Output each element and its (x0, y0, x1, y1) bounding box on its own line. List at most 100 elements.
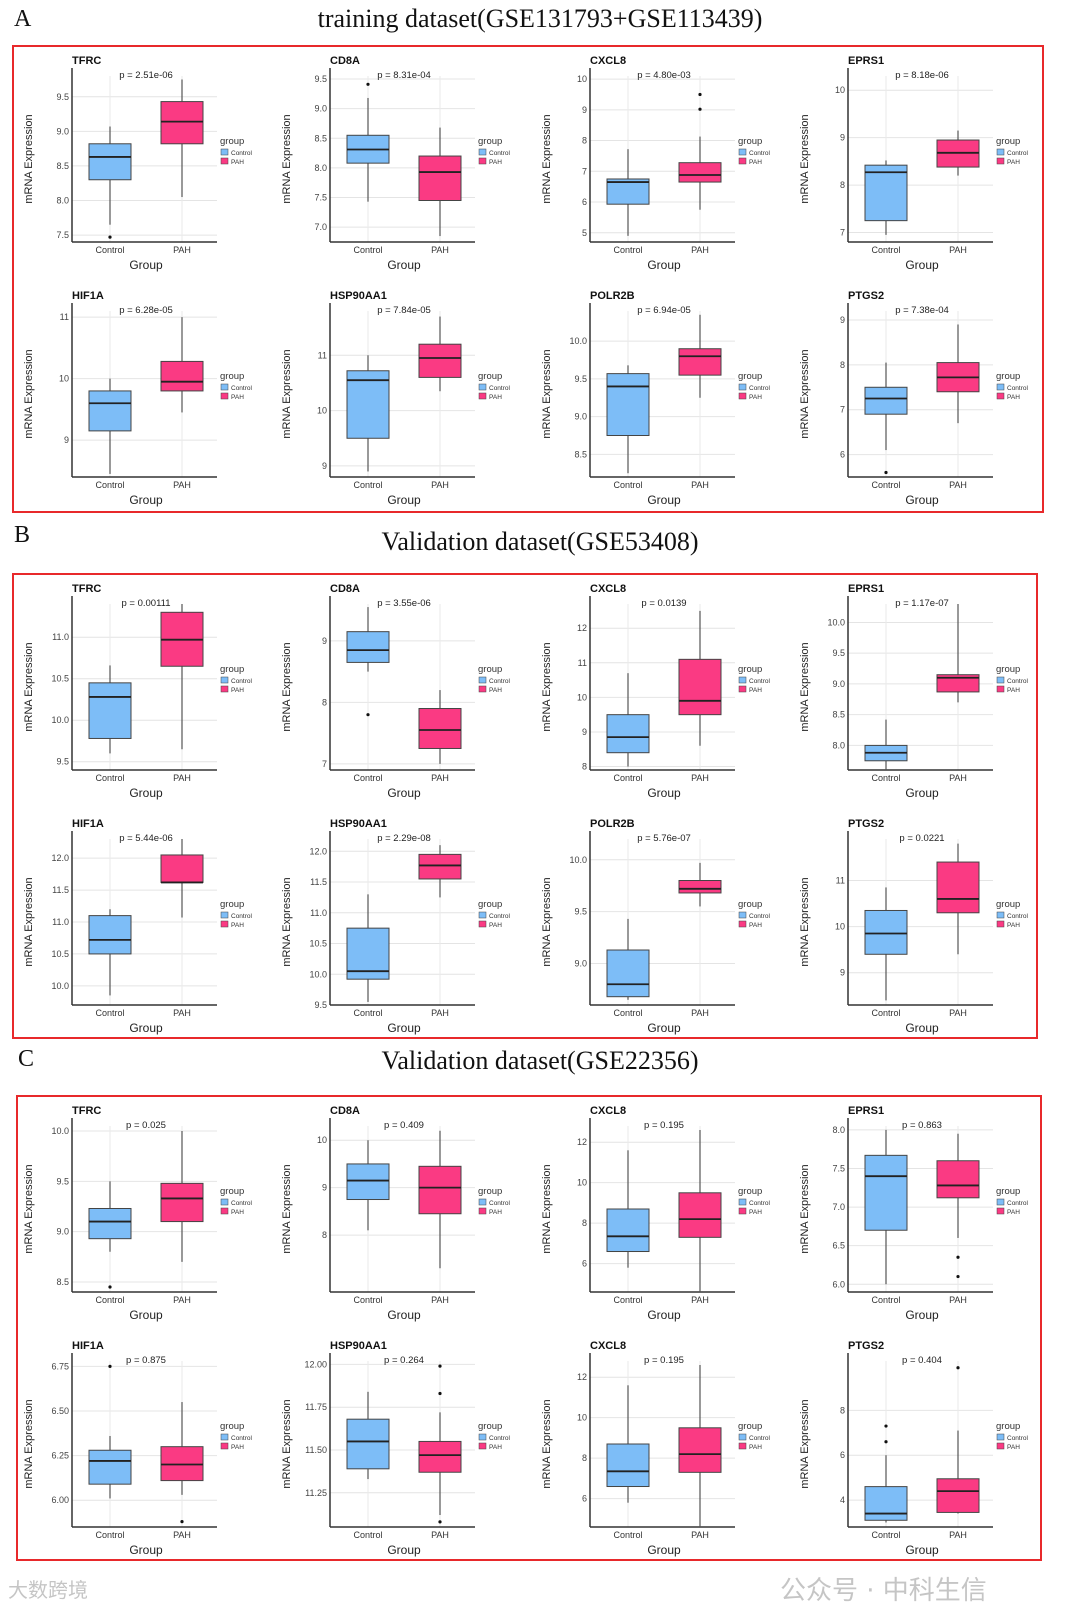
gene-title: EPRS1 (848, 55, 884, 67)
legend: group Control PAH (738, 1421, 771, 1451)
legend-label: PAH (489, 687, 502, 694)
pah-box (418, 1440, 462, 1473)
legend-title: group (738, 136, 762, 147)
x-tick-label: PAH (431, 1530, 449, 1540)
x-tick-label: PAH (173, 773, 191, 783)
section-title: Validation dataset(GSE22356) (381, 1046, 699, 1075)
gene-title: CD8A (330, 1105, 360, 1117)
x-tick-label: PAH (949, 1008, 967, 1018)
y-tick-label: 10.5 (51, 949, 69, 959)
legend-label: Control (1007, 385, 1029, 392)
y-axis-title: mRNA Expression (541, 877, 553, 966)
legend-label: PAH (1007, 394, 1020, 401)
boxplot-hsp90aa1: 9 10 11 Control PAH HSP90AA1 p = 7.84e-05 Group… (281, 290, 511, 507)
legend: group Control PAH (220, 1421, 253, 1451)
x-tick-label: Control (95, 1295, 124, 1305)
legend: group Control PAH (996, 371, 1029, 401)
legend-label: PAH (489, 394, 502, 401)
legend-title: group (996, 899, 1020, 910)
y-tick-label: 12 (577, 1372, 587, 1382)
y-axis-title: mRNA Expression (23, 642, 35, 731)
y-tick-label: 7.5 (56, 230, 69, 240)
y-axis-title: mRNA Expression (23, 114, 35, 203)
legend: group Control PAH (478, 1421, 511, 1451)
gene-title: TFRC (72, 583, 101, 595)
legend-swatch-pah (996, 392, 1005, 400)
pah-box (678, 880, 722, 894)
x-axis-title: Group (387, 493, 421, 507)
legend-swatch-pah (996, 157, 1005, 165)
legend-label: Control (489, 150, 511, 157)
legend-label: PAH (489, 1209, 502, 1216)
legend-swatch-pah (738, 1442, 747, 1450)
x-tick-label: PAH (431, 245, 449, 255)
y-tick-label: 10 (317, 1135, 327, 1145)
legend: group Control PAH (220, 1186, 253, 1216)
pah-box (678, 658, 722, 716)
legend-label: Control (489, 678, 511, 685)
legend: group Control PAH (738, 1186, 771, 1216)
y-tick-label: 11.50 (305, 1445, 327, 1455)
y-axis-title: mRNA Expression (23, 877, 35, 966)
y-tick-label: 10.0 (309, 969, 327, 979)
legend-label: PAH (749, 1444, 762, 1451)
pah-box (160, 854, 204, 883)
p-value: p = 1.17e-07 (895, 598, 949, 609)
y-axis-title: mRNA Expression (281, 1399, 293, 1488)
legend-label: PAH (749, 687, 762, 694)
legend: group Control PAH (996, 136, 1029, 166)
x-tick-label: PAH (173, 480, 191, 490)
y-tick-label: 10 (577, 692, 587, 702)
boxplot-eprs1: 7 8 9 10 Control PAH EPRS1 p = 8.18e-06 Group mRN… (799, 55, 1029, 272)
gene-title: PTGS2 (848, 818, 884, 830)
y-tick-label: 10 (59, 374, 69, 384)
y-axis-title: mRNA Expression (541, 1164, 553, 1253)
gene-title: EPRS1 (848, 1105, 884, 1117)
x-tick-label: PAH (691, 245, 709, 255)
legend-label: PAH (749, 922, 762, 929)
x-axis-title: Group (387, 258, 421, 272)
y-tick-label: 8.0 (832, 1125, 845, 1135)
x-axis-title: Group (905, 258, 939, 272)
pah-outlier (956, 1255, 960, 1259)
y-axis-title: mRNA Expression (799, 877, 811, 966)
legend-swatch-control (996, 676, 1005, 684)
pah-box (936, 674, 980, 693)
boxplot-eprs1: 8.0 8.5 9.0 9.5 10.0 Control PAH EPRS1 p = 1.17e… (799, 583, 1029, 800)
boxplot-hif1a: 9 10 11 Control PAH HIF1A p = 6.28e-05 Group mRN… (23, 290, 253, 507)
y-tick-label: 6.50 (51, 1406, 69, 1416)
legend-title: group (478, 664, 502, 675)
plot-background (72, 1361, 217, 1527)
control-box (88, 915, 132, 955)
gene-title: HIF1A (72, 290, 104, 302)
legend-swatch-control (478, 1198, 487, 1206)
y-axis-title: mRNA Expression (799, 1164, 811, 1253)
legend-title: group (220, 1186, 244, 1197)
p-value: p = 7.84e-05 (377, 305, 431, 316)
legend-title: group (220, 899, 244, 910)
x-tick-label: Control (353, 480, 382, 490)
legend-swatch-control (478, 911, 487, 919)
legend-swatch-pah (478, 685, 487, 693)
legend: group Control PAH (738, 136, 771, 166)
gene-title: POLR2B (590, 290, 635, 302)
x-tick-label: PAH (691, 1295, 709, 1305)
legend-swatch-control (738, 911, 747, 919)
y-tick-label: 10 (577, 74, 587, 84)
legend-swatch-control (478, 1433, 487, 1441)
gene-title: HIF1A (72, 818, 104, 830)
section-b-frame (12, 573, 1038, 1039)
y-tick-label: 8 (582, 1218, 587, 1228)
legend-title: group (478, 1421, 502, 1432)
y-tick-label: 8 (582, 1453, 587, 1463)
control-box (606, 373, 650, 436)
y-tick-label: 5 (582, 228, 587, 238)
legend-swatch-control (220, 148, 229, 156)
legend-title: group (738, 664, 762, 675)
legend-label: PAH (749, 394, 762, 401)
section-letter: B (14, 522, 31, 548)
y-tick-label: 9.5 (56, 1176, 69, 1186)
legend-label: PAH (1007, 922, 1020, 929)
y-tick-label: 7.5 (314, 193, 327, 203)
x-axis-title: Group (647, 1308, 681, 1322)
